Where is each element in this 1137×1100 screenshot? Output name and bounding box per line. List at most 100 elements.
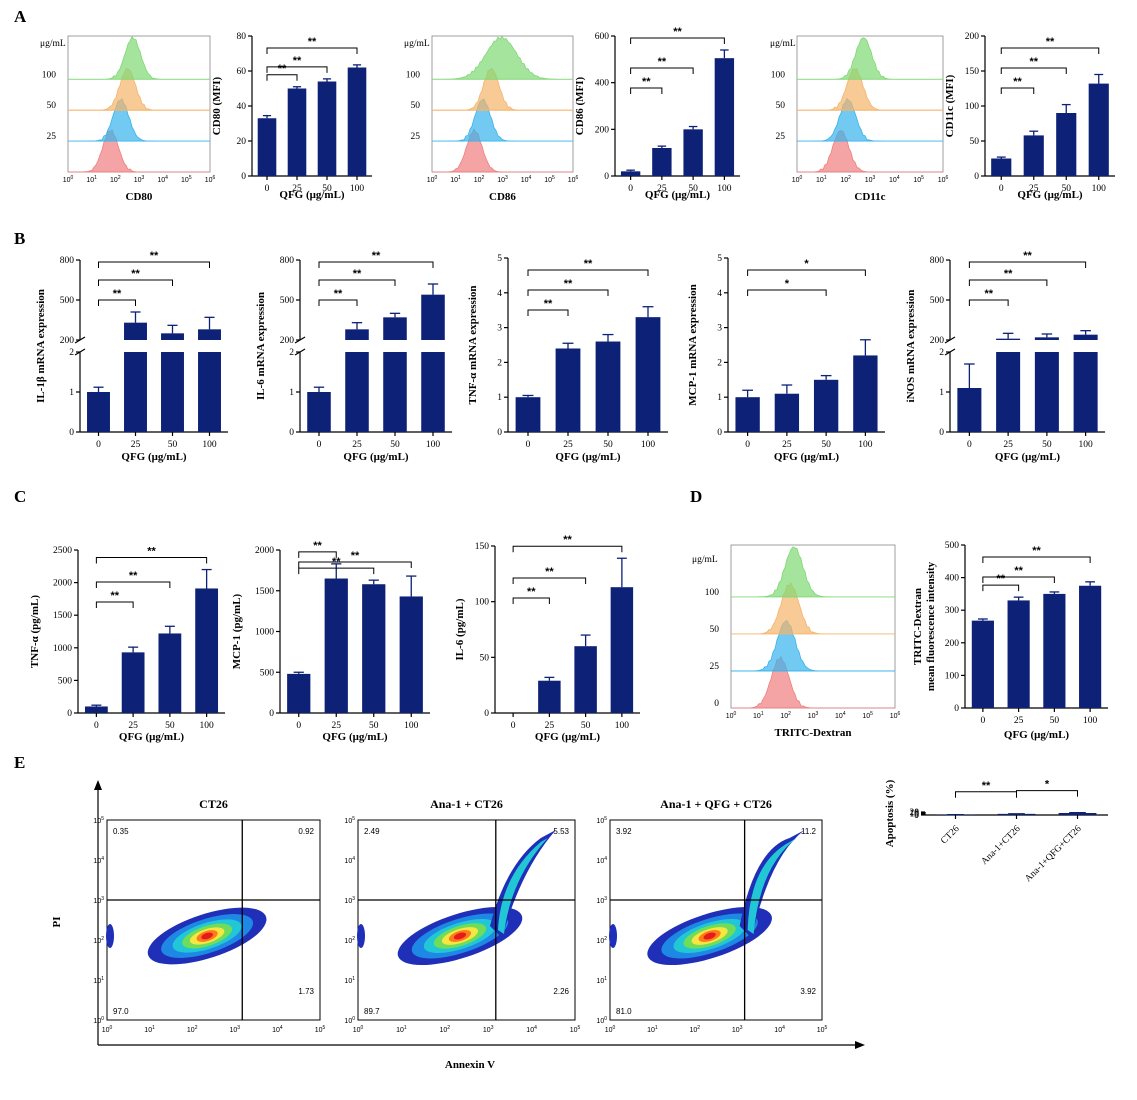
significance-label: ** [544, 298, 553, 310]
y-tick-label: 800 [60, 256, 75, 266]
y-axis-label: IL-1β mRNA expression [35, 289, 47, 403]
y-axis-label: CD80 (MFI) [211, 76, 223, 135]
histogram-curve [731, 546, 895, 598]
bar [683, 129, 703, 176]
bar [257, 118, 277, 176]
histogram-level-label: 25 [710, 662, 720, 672]
significance-label: ** [353, 268, 362, 280]
significance-label: ** [1029, 56, 1038, 68]
bar-chart-c3: 0 50 100 150 0 25 50 100 QFG (μg/mL) IL-6 (pg/mL)… [454, 534, 640, 743]
y-tick-label: 400 [595, 79, 610, 89]
bar-chart-a1: 0 20 40 60 80 0 25 50 100 QFG (μg/mL) CD80 (MFI) **… [211, 32, 372, 201]
histogram-curve [432, 128, 573, 173]
significance-label: ** [984, 288, 993, 300]
bar [1056, 113, 1077, 176]
bar-chart-b5: 0 1 2 200 500 800 0 25 50 100 QFG (μg/mL) iNOS mRNA… [905, 250, 1105, 463]
significance-label: ** [110, 590, 119, 602]
bar [362, 584, 386, 713]
bar [399, 596, 423, 713]
y-tick-label: 500 [260, 668, 275, 678]
y-tick-label: 1 [717, 393, 722, 403]
significance-bracket [630, 37, 725, 44]
x-axis-label: QFG (μg/mL) [343, 451, 409, 463]
x-axis-label: QFG (μg/mL) [555, 451, 621, 463]
histogram-tick-label: 101 [86, 175, 97, 184]
bar [515, 397, 541, 432]
y-axis-label: CD11c (MFI) [944, 74, 956, 137]
significance-label: * [804, 258, 809, 270]
significance-bracket [1000, 87, 1035, 94]
significance-bracket [95, 581, 171, 588]
histogram-unit-label: μg/mL [692, 555, 718, 565]
y-tick-label: 1 [939, 388, 944, 398]
histogram-tick-label: 102 [110, 175, 121, 184]
y-tick-label: 1000 [53, 644, 72, 654]
y-tick-label: 0 [484, 709, 489, 719]
y-tick-label: 50 [970, 137, 980, 147]
y-tick-label: 0 [954, 704, 959, 714]
histogram-cd11c: μg/mL 100 50 25 100 101 102 103 104 105 106 CD11c [770, 35, 949, 203]
significance-bracket [98, 279, 173, 286]
x-tick-label: 100 [350, 184, 365, 194]
x-tick-label: 25 [1003, 440, 1013, 450]
flow-x-tick-label: 102 [187, 1025, 198, 1034]
y-tick-label: 100 [965, 102, 980, 112]
histogram-x-label: CD11c [854, 191, 885, 203]
x-tick-label: 25 [332, 721, 342, 731]
x-tick-label: 0 [526, 440, 531, 450]
flow-x-tick-label: 104 [774, 1025, 785, 1034]
bar [287, 88, 307, 176]
significance-label: ** [1032, 545, 1041, 557]
histogram-tick-label: 103 [134, 175, 145, 184]
quadrant-ur-value: 11.2 [801, 827, 817, 836]
flow-plot: 3.92 11.2 81.0 3.92 Ana-1 + QFG + CT26 100100… [596, 797, 827, 1034]
histogram-tick-label: 103 [865, 175, 876, 184]
bar [1043, 593, 1066, 708]
x-axis-label: QFG (μg/mL) [279, 189, 345, 201]
histogram-x-label: TRITC-Dextran [775, 727, 852, 739]
x-tick-label: 100 [200, 721, 215, 731]
edge-population [357, 924, 365, 948]
y-tick-label: 0 [914, 811, 919, 821]
bar [345, 329, 369, 340]
x-tick-label: 25 [128, 721, 138, 731]
bar [813, 379, 839, 432]
quadrant-ll-value: 89.7 [364, 1007, 380, 1016]
histogram-tick-label: 104 [157, 175, 168, 184]
y-tick-label: 200 [965, 32, 980, 42]
histogram-level-label: 50 [710, 625, 720, 635]
x-tick-label: 50 [581, 721, 591, 731]
y-tick-label: 100 [945, 671, 960, 681]
flow-x-tick-label: 102 [690, 1025, 701, 1034]
flow-x-tick-label: 104 [526, 1025, 537, 1034]
histogram-tick-label: 106 [568, 175, 579, 184]
histogram-level-label: 100 [705, 588, 720, 598]
significance-bracket [95, 557, 208, 564]
y-tick-label: 20 [237, 137, 247, 147]
x-axis-label: QFG (μg/mL) [1004, 729, 1070, 741]
x-tick-label: 100 [404, 721, 419, 731]
significance-bracket [95, 601, 134, 608]
histogram-tick-label: 105 [913, 175, 924, 184]
histogram-level-label: 100 [42, 70, 57, 80]
x-tick-label: 100 [426, 440, 441, 450]
bar [1088, 83, 1109, 176]
x-axis-label: QFG (μg/mL) [645, 189, 711, 201]
flow-x-tick-label: 100 [102, 1025, 113, 1034]
histogram-tick-label: 102 [474, 175, 485, 184]
panel-letter-c: C [14, 487, 26, 506]
flow-x-label: Annexin V [445, 1059, 495, 1071]
bar [158, 633, 182, 713]
flow-x-tick-label: 105 [570, 1025, 581, 1034]
significance-label: ** [150, 250, 159, 262]
edge-population [106, 924, 114, 948]
y-tick-label: 3 [717, 324, 722, 334]
histogram-level-label: 0 [714, 699, 719, 709]
bar [347, 67, 367, 176]
x-tick-label: 0 [967, 440, 972, 450]
y-tick-label: 0 [289, 428, 294, 438]
bar-chart-c1: 0 500 1000 1500 2000 2500 0 25 50 100 QFG (μg/mL) T… [29, 546, 225, 743]
y-tick-label: 0 [974, 172, 979, 182]
